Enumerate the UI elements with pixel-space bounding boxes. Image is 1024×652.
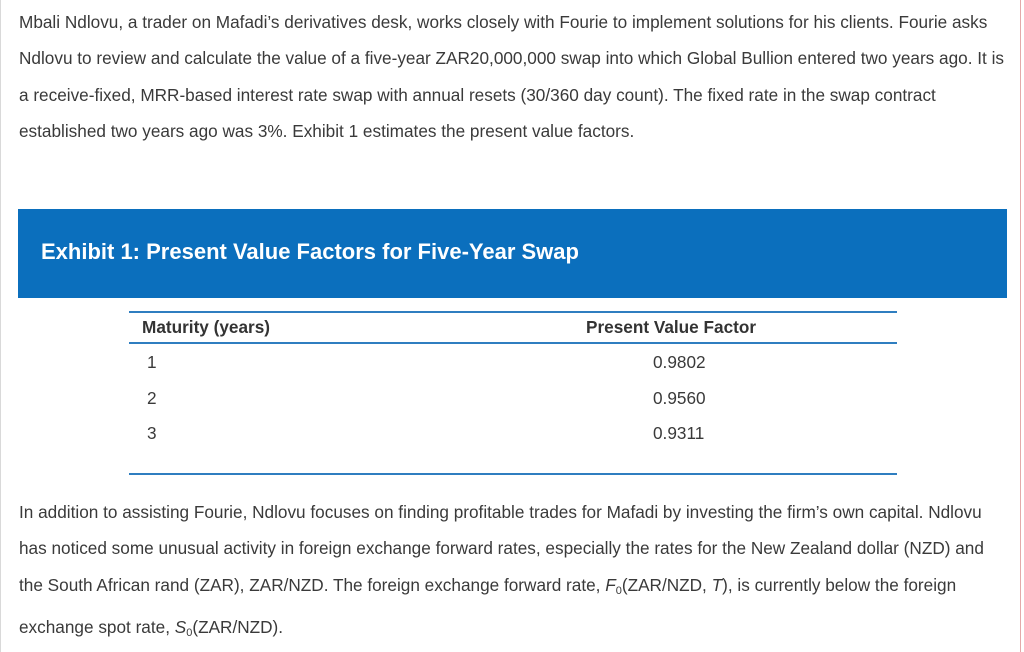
intro-paragraph: Mbali Ndlovu, a trader on Mafadi’s deriv…	[19, 12, 1005, 141]
forward-rate-subscript: 0	[615, 584, 622, 597]
forward-rate-args: (ZAR/NZD,	[621, 574, 712, 595]
maturity-cell: 1	[147, 351, 157, 372]
spot-rate-subscript: 0	[186, 626, 193, 639]
table-header-row: Maturity (years) Present Value Factor	[129, 311, 897, 344]
factor-cell: 0.9311	[492, 417, 897, 475]
maturity-cell: 3	[129, 417, 492, 475]
table-row: 2 0.9560	[129, 381, 897, 418]
paragraph-text: In addition to assisting Fourie, Ndlovu …	[19, 502, 984, 595]
table-row: 1 0.9802	[129, 343, 897, 381]
column-header-maturity: Maturity (years)	[129, 311, 492, 344]
table-row: 3 0.9311	[129, 417, 897, 475]
second-paragraph: In addition to assisting Fourie, Ndlovu …	[19, 494, 1009, 651]
paragraph-text-continued: ), is currently below the foreign exchan…	[19, 574, 957, 637]
exhibit-title: Exhibit 1: Present Value Factors for Fiv…	[41, 239, 579, 264]
exhibit-banner: Exhibit 1: Present Value Factors for Fiv…	[18, 209, 1007, 298]
factor-cell: 0.9560	[653, 388, 706, 409]
present-value-factors-table: Maturity (years) Present Value Factor 1 …	[129, 311, 897, 475]
forward-rate-symbol: F	[605, 574, 616, 595]
spot-rate-args: (ZAR/NZD).	[192, 616, 284, 637]
column-header-factor: Present Value Factor	[492, 311, 897, 344]
forward-rate-tenor: T	[711, 574, 723, 595]
spot-rate-symbol: S	[174, 616, 187, 637]
maturity-cell: 2	[147, 388, 157, 409]
factor-cell: 0.9802	[653, 351, 706, 372]
